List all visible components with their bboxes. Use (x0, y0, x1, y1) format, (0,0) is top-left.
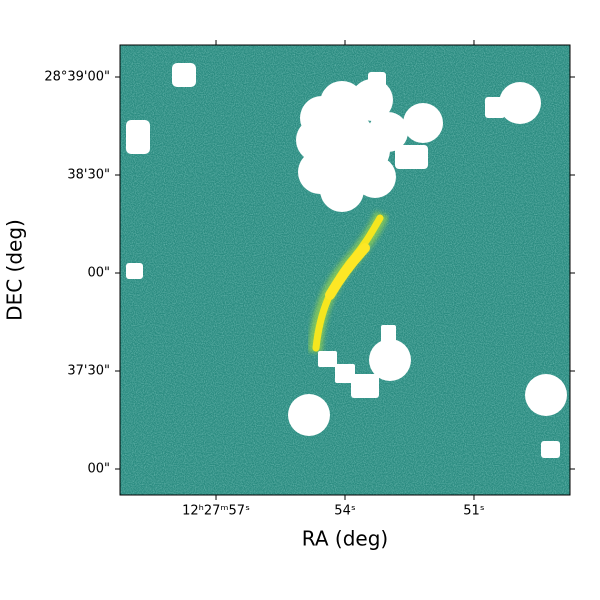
y-tick-label: 38'30" (67, 168, 110, 183)
x-axis-label: RA (deg) (302, 527, 388, 551)
y-tick-label: 00" (87, 266, 110, 281)
y-tick-label: 00" (87, 461, 110, 476)
x-tick-label: 54ˢ (334, 504, 356, 519)
y-tick-label: 28°39'00" (44, 70, 110, 85)
y-axis-label: DEC (deg) (3, 219, 27, 321)
y-tick-label: 37'30" (67, 364, 110, 379)
masks (126, 63, 567, 458)
x-tick-label: 12ʰ27ᵐ57ˢ (182, 504, 250, 519)
x-tick-label: 51ˢ (463, 504, 485, 519)
streak-core (325, 243, 370, 300)
image (120, 45, 570, 495)
